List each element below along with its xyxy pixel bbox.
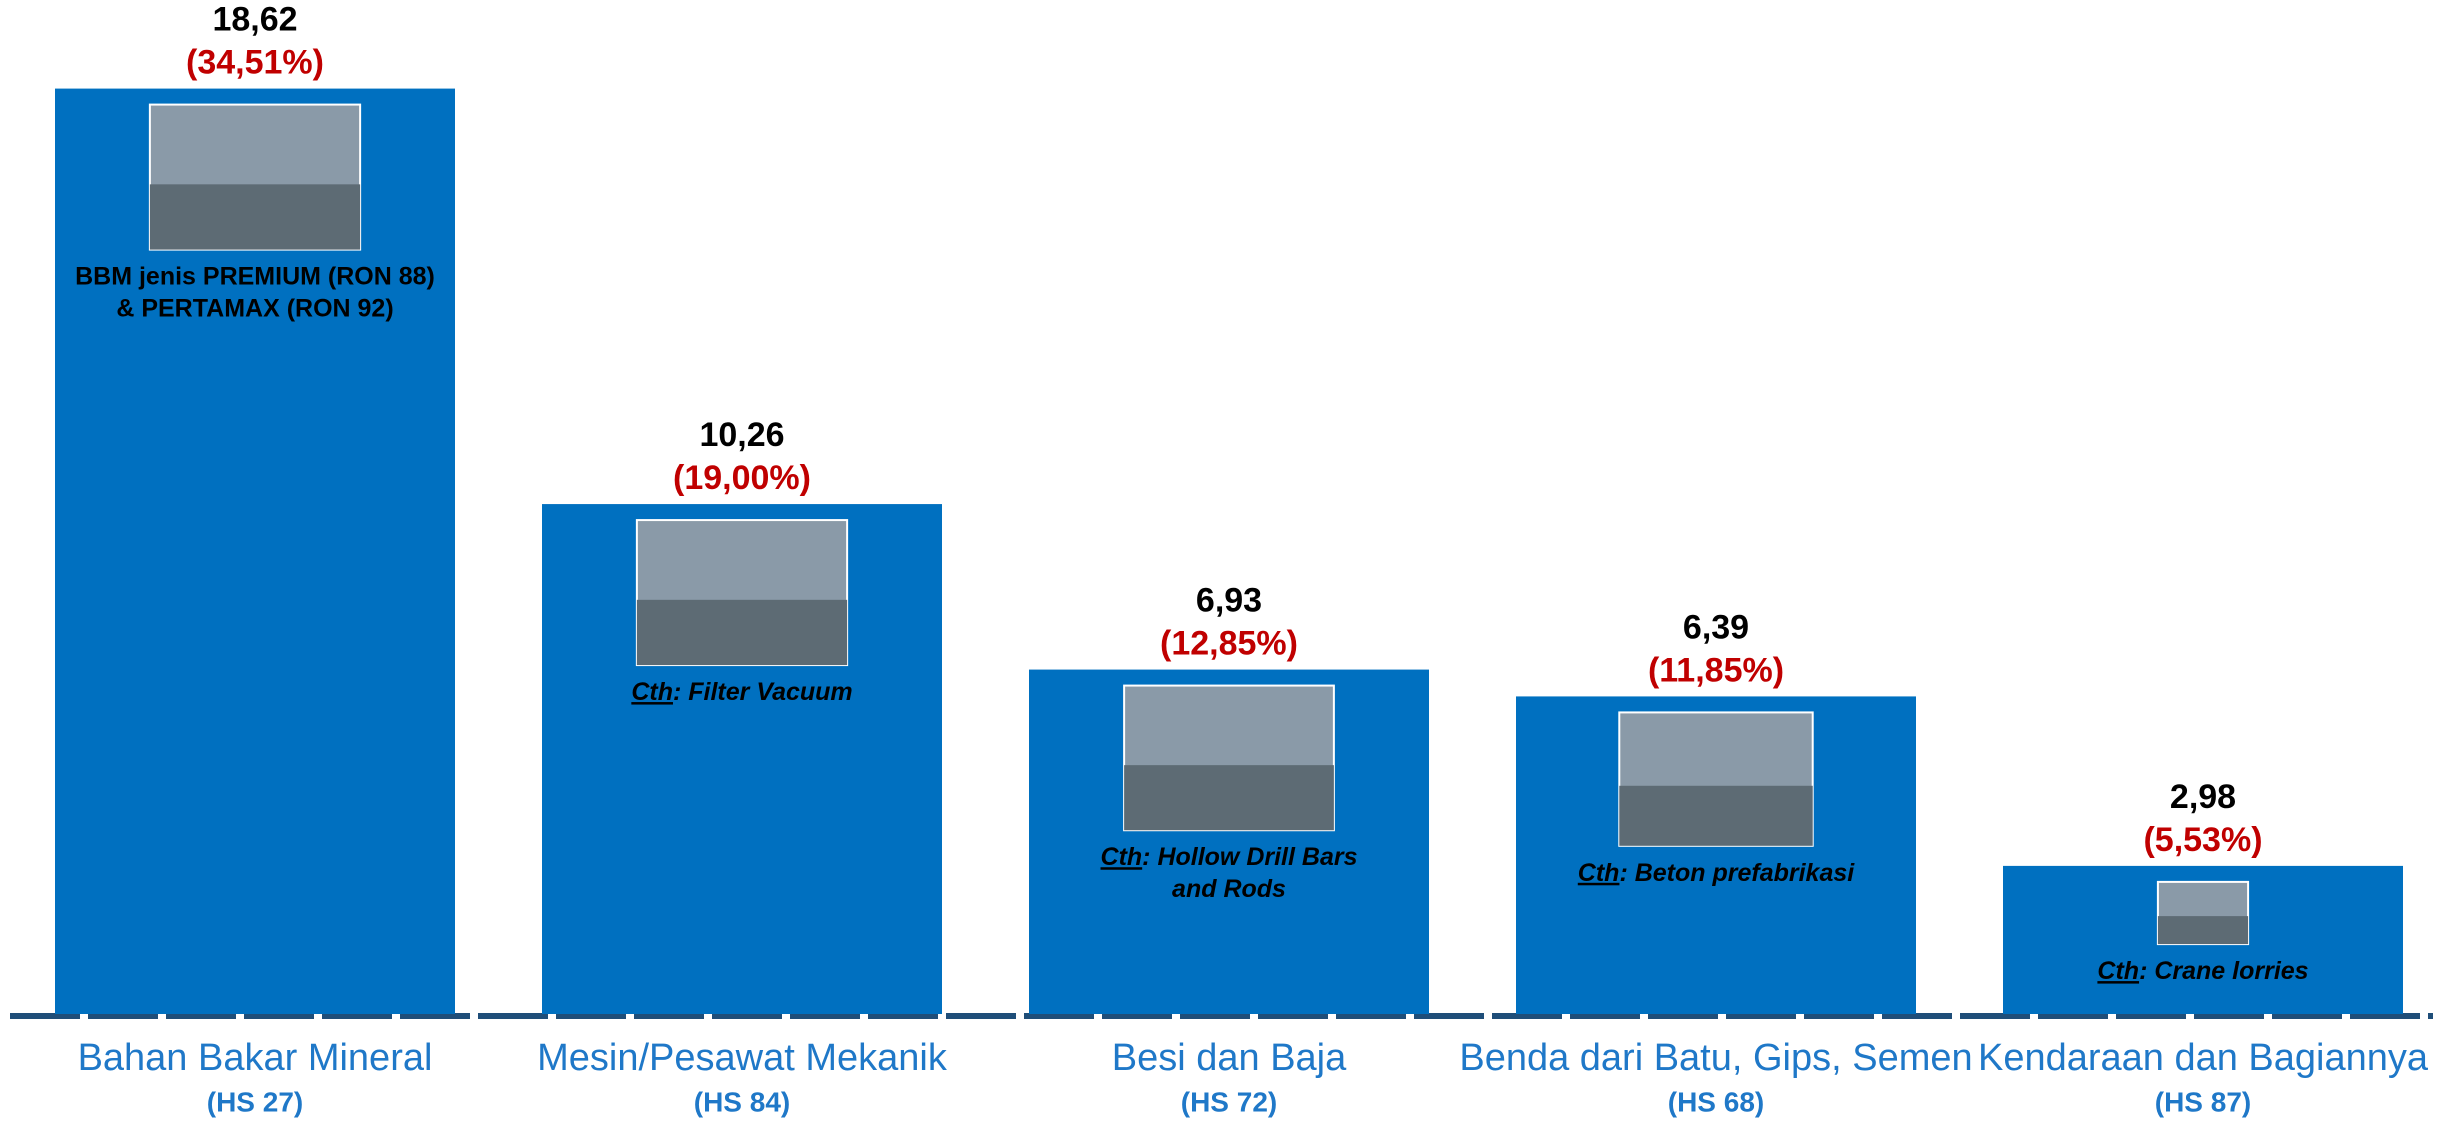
photo-detail (2157, 916, 2249, 945)
value-label: 2,98 (2170, 778, 2236, 816)
value-label: 6,39 (1683, 608, 1749, 646)
value-label: 10,26 (699, 416, 784, 454)
share-label: (34,51%) (186, 44, 324, 82)
caption-text: : Crane lorries (2139, 957, 2309, 985)
value-label: 6,93 (1196, 582, 1262, 620)
share-label: (11,85%) (1648, 651, 1784, 689)
hs-code: (HS 87) (2155, 1086, 2251, 1117)
caption: BBM jenis PREMIUM (RON 88) (75, 262, 435, 290)
caption-prefix: Cth (2097, 957, 2139, 985)
caption: & PERTAMAX (RON 92) (116, 294, 393, 322)
share-label: (5,53%) (2143, 821, 2262, 859)
x-tick-label: Mesin/Pesawat Mekanik (537, 1037, 948, 1079)
caption: Cth: Beton prefabrikasi (1578, 858, 1855, 886)
photo-detail (636, 599, 848, 666)
x-tick-label: Kendaraan dan Bagiannya (1978, 1037, 2429, 1079)
x-tick-label: Bahan Bakar Mineral (78, 1037, 433, 1079)
photo-detail (1124, 765, 1334, 831)
photo-detail (149, 184, 361, 250)
caption-text: and Rods (1172, 875, 1286, 903)
caption-prefix: Cth (631, 678, 673, 706)
caption: Cth: Filter Vacuum (631, 678, 852, 706)
x-tick-label: Besi dan Baja (1112, 1037, 1347, 1079)
caption-text: BBM jenis PREMIUM (RON 88) (75, 262, 435, 290)
caption-text: : Hollow Drill Bars (1142, 843, 1357, 871)
caption-text: : Beton prefabrikasi (1619, 858, 1855, 886)
caption-prefix: Cth (1101, 843, 1143, 871)
photo-detail (1619, 785, 1813, 846)
share-label: (12,85%) (1160, 625, 1298, 663)
caption: Cth: Hollow Drill Bars (1101, 843, 1358, 871)
caption-text: & PERTAMAX (RON 92) (116, 294, 393, 322)
hs-code: (HS 84) (694, 1086, 790, 1117)
caption: and Rods (1172, 875, 1286, 903)
hs-code: (HS 27) (207, 1086, 303, 1117)
caption-text: : Filter Vacuum (673, 678, 853, 706)
caption-prefix: Cth (1578, 858, 1620, 886)
caption: Cth: Crane lorries (2097, 957, 2308, 985)
hs-code: (HS 68) (1668, 1086, 1764, 1117)
x-tick-label: Benda dari Batu, Gips, Semen (1459, 1037, 1972, 1079)
value-label: 18,62 (212, 1, 297, 39)
hs-code: (HS 72) (1181, 1086, 1277, 1117)
share-label: (19,00%) (673, 459, 811, 497)
